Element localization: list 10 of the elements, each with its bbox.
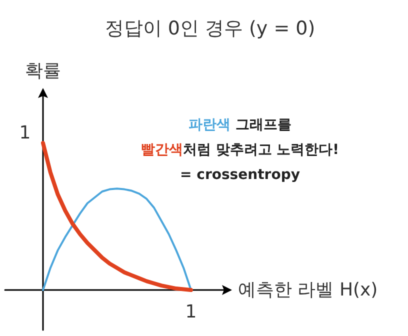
y-axis-title: 확률 xyxy=(25,60,61,82)
annotation: = crossentropy xyxy=(180,167,300,183)
annotation: 빨간색 xyxy=(140,142,183,158)
text: 파란색 xyxy=(188,117,231,133)
annotation: 처럼 맞추려고 노력한다! xyxy=(182,142,340,158)
text: 1 xyxy=(19,122,31,144)
chart-title: 정답이 0인 경우 (y = 0) xyxy=(104,18,316,40)
text: 그래프를 xyxy=(230,117,292,133)
x-axis-title: 예측한 라벨 H(x) xyxy=(238,280,378,300)
text: 1 xyxy=(185,302,197,322)
